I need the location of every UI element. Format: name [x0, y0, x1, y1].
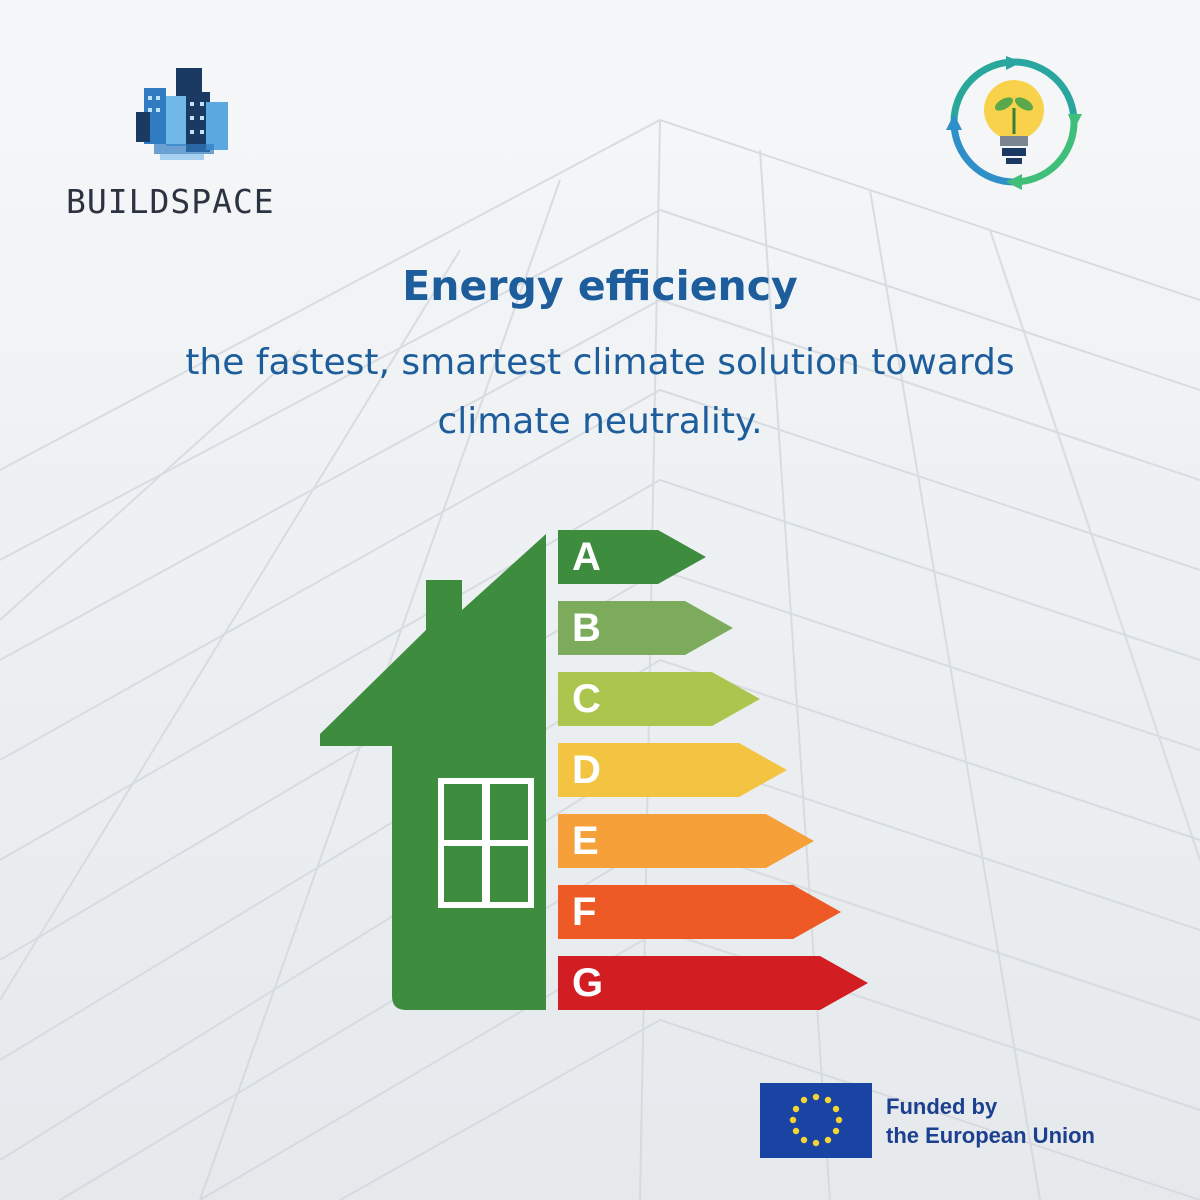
buildspace-logo-text: BUILDSPACE [66, 182, 275, 221]
city-skyline-icon [136, 68, 228, 160]
rating-arrow-b [558, 601, 733, 655]
rating-arrow-d [558, 743, 787, 797]
subtitle-line: the fastest, smartest climate solution t… [185, 342, 1015, 383]
funding-statement: Funded by the European Union [886, 1092, 1095, 1150]
rating-label-e: E [572, 819, 599, 863]
rating-label-b: B [572, 606, 601, 650]
subtitle: the fastest, smartest climate solution t… [0, 333, 1200, 451]
rating-arrow-a [558, 530, 706, 584]
funding-line: the European Union [886, 1123, 1095, 1148]
rating-label-g: G [572, 961, 604, 1005]
rating-label-d: D [572, 748, 601, 792]
rating-label-c: C [572, 677, 601, 721]
rating-label-f: F [572, 890, 597, 934]
page-title: Energy efficiency [402, 262, 798, 310]
eu-flag-icon [760, 1083, 872, 1158]
energy-rating-arrows [558, 530, 868, 1010]
lightbulb-plant-cycle-icon [946, 56, 1082, 190]
subtitle-line: climate neutrality. [437, 401, 763, 442]
rating-label-a: A [572, 535, 601, 579]
rating-arrow-f [558, 885, 841, 939]
rating-arrow-c [558, 672, 760, 726]
rating-arrow-e [558, 814, 814, 868]
rating-arrow-g [558, 956, 868, 1010]
funding-line: Funded by [886, 1094, 998, 1119]
house-icon [320, 534, 546, 1010]
